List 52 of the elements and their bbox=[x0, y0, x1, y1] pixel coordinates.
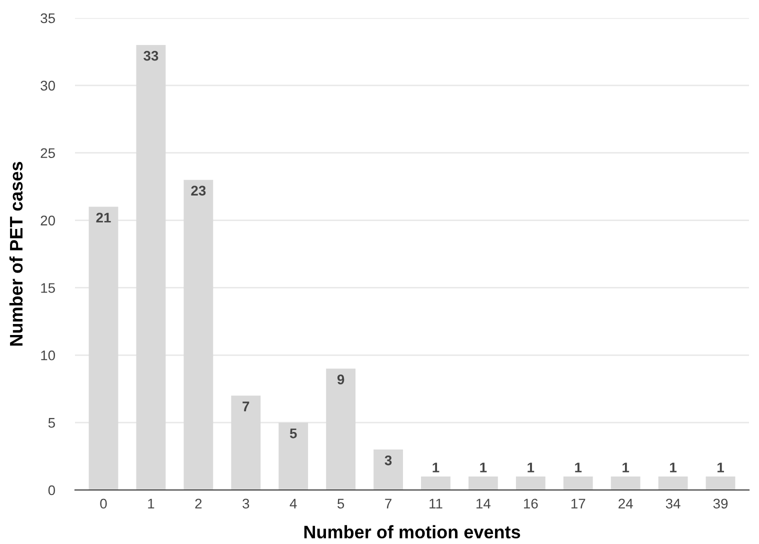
x-tick-label: 7 bbox=[385, 498, 392, 508]
data-label: 1 bbox=[432, 462, 440, 472]
bar bbox=[184, 180, 214, 490]
data-label: 9 bbox=[337, 374, 344, 384]
bar bbox=[278, 422, 308, 490]
x-tick-label: 16 bbox=[524, 498, 538, 509]
data-label: 33 bbox=[144, 50, 158, 61]
x-tick-label: 11 bbox=[430, 498, 442, 508]
y-tick-label: 0 bbox=[48, 485, 56, 496]
data-label: 1 bbox=[575, 462, 582, 472]
data-label: 1 bbox=[528, 462, 534, 472]
x-tick-label: 3 bbox=[242, 498, 250, 509]
x-tick-label: 5 bbox=[337, 498, 344, 509]
x-tick-label: 17 bbox=[571, 498, 586, 508]
bar bbox=[88, 206, 118, 490]
bar bbox=[610, 476, 640, 490]
y-tick-label: 25 bbox=[40, 148, 55, 158]
x-tick-label: 14 bbox=[476, 498, 491, 508]
x-tick-label: 24 bbox=[618, 498, 633, 508]
x-tick-label: 1 bbox=[148, 498, 154, 508]
y-tick-label: 10 bbox=[41, 350, 56, 360]
data-label: 1 bbox=[622, 462, 630, 472]
y-tick-label: 20 bbox=[40, 216, 56, 226]
y-axis-title: Number of PET cases bbox=[9, 162, 23, 346]
data-label: 23 bbox=[191, 186, 206, 196]
bar bbox=[374, 450, 403, 490]
y-tick-label: 5 bbox=[48, 418, 55, 428]
x-tick-label: 2 bbox=[195, 498, 202, 508]
y-tick-label: 35 bbox=[40, 13, 55, 24]
data-label: 1 bbox=[480, 462, 487, 472]
data-label: 7 bbox=[242, 402, 250, 412]
x-tick-label: 0 bbox=[100, 498, 107, 509]
data-label: 1 bbox=[670, 462, 677, 472]
y-tick-label: 30 bbox=[40, 80, 56, 91]
bar bbox=[468, 476, 498, 490]
x-axis-title: Number of motion events bbox=[304, 525, 520, 538]
x-tick-label: 4 bbox=[290, 498, 297, 508]
bar bbox=[516, 476, 546, 490]
data-label: 3 bbox=[384, 455, 392, 466]
bar bbox=[231, 396, 261, 490]
data-label: 5 bbox=[290, 428, 297, 438]
bar bbox=[658, 476, 688, 490]
bar bbox=[706, 476, 736, 490]
data-label: 21 bbox=[96, 212, 111, 222]
bar bbox=[563, 476, 593, 490]
bar bbox=[136, 44, 166, 490]
bar bbox=[421, 476, 450, 490]
y-tick-label: 15 bbox=[41, 283, 55, 293]
x-tick-label: 39 bbox=[713, 498, 728, 509]
bar bbox=[326, 368, 356, 490]
x-tick-label: 34 bbox=[666, 498, 680, 509]
data-label: 1 bbox=[718, 462, 724, 472]
